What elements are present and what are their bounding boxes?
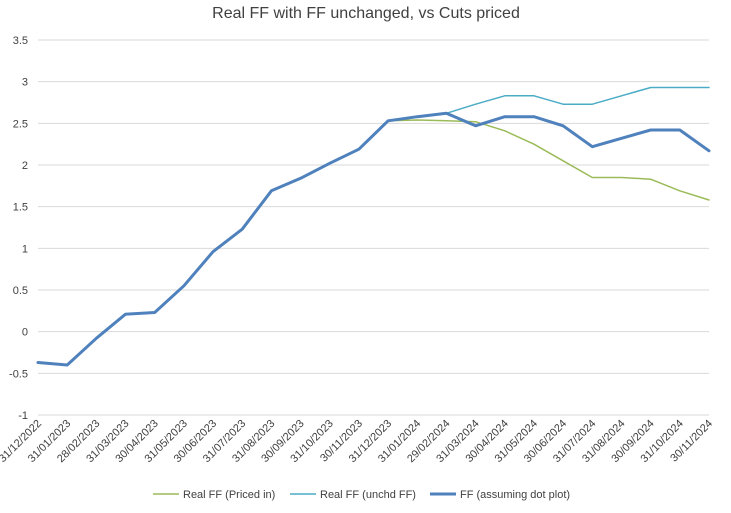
legend: Real FF (Priced in) Real FF (unchd FF) FF … (153, 489, 570, 501)
legend-item: FF (assuming dot plot) (430, 489, 570, 501)
line-chart: Real FF with FF unchanged, vs Cuts price… (0, 0, 731, 513)
y-tick-label: 2 (22, 160, 28, 172)
chart-title: Real FF with FF unchanged, vs Cuts price… (212, 5, 520, 22)
y-tick-label: 1 (22, 243, 28, 255)
series-line-3 (38, 113, 709, 365)
y-tick-label: 3.5 (13, 35, 28, 47)
y-axis-tick-labels: 3.5 3 2.5 2 1.5 1 0.5 0 -0.5 -1 (9, 35, 28, 422)
legend-item: Real FF (unchd FF) (290, 489, 416, 501)
y-tick-label: -0.5 (9, 368, 28, 380)
gridlines (38, 40, 709, 415)
y-tick-label: 1.5 (13, 202, 28, 214)
legend-label: FF (assuming dot plot) (460, 489, 570, 501)
y-tick-label: 0.5 (13, 285, 28, 297)
y-tick-label: -1 (18, 410, 28, 422)
y-tick-label: 0 (22, 327, 28, 339)
legend-item: Real FF (Priced in) (153, 489, 275, 501)
y-tick-label: 2.5 (13, 118, 28, 130)
y-tick-label: 3 (22, 77, 28, 89)
legend-label: Real FF (Priced in) (183, 489, 275, 501)
x-axis-tick-labels: 31/12/202231/01/202328/02/202331/03/2023… (0, 418, 715, 465)
series-line-1 (388, 120, 709, 200)
legend-label: Real FF (unchd FF) (320, 489, 416, 501)
series-lines (38, 88, 709, 366)
